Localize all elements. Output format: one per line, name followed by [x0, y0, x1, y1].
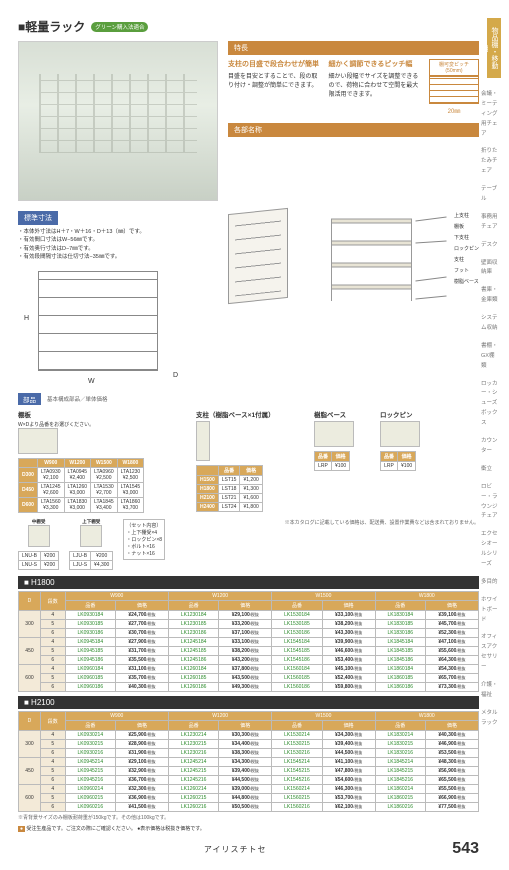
lockpin-table: 品番価格LRP¥100 [380, 451, 416, 471]
side-categories: 会議・ミーティング用チェア折りたたみチェアテーブル事務用チェアデスク壁面収納庫書… [481, 90, 499, 737]
exploded-parts-diagram: 上支柱棚板下支柱ロックピン支柱フット樹脂ベース [304, 211, 479, 311]
side-cat-item: 書棚・GX棚類 [481, 342, 499, 372]
topsup-thumb [80, 525, 102, 547]
h2100-table: D段数W900W1200W1500W1800品番価格品番価格品番価格品番価格30… [18, 711, 479, 812]
side-cat-item: オフィスアクセサリー [481, 633, 499, 673]
lockpin-title: ロックピン [380, 409, 438, 419]
parts-name-header: 各部名称 [228, 123, 479, 137]
order-note: 受注生産品です。ご注文の際にご確認ください。 ●表示価格は税抜き価格です。 [26, 826, 204, 832]
dimensions-notes: ・本体外寸法はH＋7・W＋16・D＋13（㎜）です。・有効間口寸法はW−56㎜で… [18, 228, 218, 261]
side-cat-item: 会議・ミーティング用チェア [481, 90, 499, 139]
shelf-title: 棚板 [18, 409, 188, 419]
feature-2-title: 細かく調節できるピッチ幅 [329, 59, 422, 69]
side-cat-item: 壁面収納庫 [481, 259, 499, 279]
topsup-set-note: （セット内容） ・上下棚受×4 ・ロックピン×8 ・ボルト×16 ・ナット×16 [123, 519, 165, 560]
pillar-thumb [196, 421, 210, 461]
side-cat-item: 衝立 [481, 465, 499, 475]
side-cat-item: メタルラック [481, 709, 499, 729]
midsup-table: LNU-B¥200LNU-S¥200 [18, 551, 59, 570]
rack-dimension-drawing: W H D [18, 265, 218, 385]
accent-note: ※青背景サイズのみ棚板耐荷重が150kgです。その他は100kgです。 [18, 814, 479, 821]
page-number: 543 [452, 840, 479, 858]
side-cat-item: デスク [481, 241, 499, 251]
shelf-table: W900W1200W1500W1800D300LTA0930¥2,100LTA0… [18, 458, 144, 513]
shelf-note: W×Dより品番をお選びください。 [18, 421, 188, 428]
dim-label-w: W [88, 378, 95, 385]
side-cat-item: システム収納 [481, 314, 499, 334]
pitch-diagram [429, 76, 479, 104]
dim-label-h: H [24, 315, 29, 322]
feature-1-body: 目盛を目安とすることで、段の取り付け・調整が簡単にできます。 [228, 71, 321, 89]
h1800-table: D段数W900W1200W1500W1800品番価格品番価格品番価格品番価格30… [18, 591, 479, 692]
rack-perspective-drawing [228, 211, 298, 385]
side-cat-item: ロビー・ラウンジチェア [481, 483, 499, 523]
parts-section-label: 部品 [18, 393, 41, 405]
product-photo [18, 41, 218, 201]
page-title: ■軽量ラック [18, 18, 85, 35]
side-cat-item: ホワイトボード [481, 596, 499, 626]
side-cat-item: エクセシオールシリーズ [481, 530, 499, 570]
pillar-table: 品番価格H1500LST15¥1,200H1800LST18¥1,300H210… [196, 465, 263, 512]
feature-1-title: 支柱の目盛で段合わせが簡単 [228, 59, 321, 69]
side-cat-item: 書庫・金庫類 [481, 286, 499, 306]
shelf-thumb [18, 428, 58, 454]
green-purchase-tag: グリーン購入法適合 [91, 22, 148, 32]
side-cat-item: 多目的 [481, 578, 499, 588]
side-tab: 物品棚・移動棚 [487, 18, 501, 78]
base-title: 樹脂ベース [314, 409, 372, 419]
feature-2-body: 細かい段幅でサイズを調整できるので、荷物に合わせて空間を最大限活用できます。 [329, 71, 422, 98]
pitch-label: 棚可変ピッチ(50mm) [429, 59, 479, 76]
base-table: 品番価格LRP¥100 [314, 451, 350, 471]
lockpin-thumb [380, 421, 420, 447]
dimensions-header: 標準寸法 [18, 211, 58, 225]
pitch-value: 20㎜ [429, 106, 479, 115]
topsup-table: LJU-B¥200LJU-S¥4,300 [69, 551, 113, 570]
base-thumb [314, 421, 354, 447]
side-cat-item: カウンター [481, 437, 499, 457]
side-cat-item: 折りたたみチェア [481, 147, 499, 177]
h2100-header: ■ H2100 [18, 696, 479, 709]
side-cat-item: 事務用チェア [481, 213, 499, 233]
feature-header: 特長 [228, 41, 479, 55]
parts-section-sub: 基本構成部品／単体価格 [47, 395, 108, 403]
brand-logo: アイリスチトセ [204, 844, 267, 855]
price-footnote: ※本カタログに記載している価格は、配送費、設置作業費などは含まれておりません。 [175, 519, 479, 526]
dim-label-d: D [173, 372, 178, 379]
h1800-header: ■ H1800 [18, 576, 479, 589]
side-cat-item: テーブル [481, 185, 499, 205]
pillar-title: 支柱（樹脂ベース×1付属） [196, 409, 306, 419]
side-cat-item: 介護・福祉 [481, 681, 499, 701]
side-cat-item: ロッカー・シューズボックス [481, 380, 499, 429]
midsup-thumb [28, 525, 50, 547]
